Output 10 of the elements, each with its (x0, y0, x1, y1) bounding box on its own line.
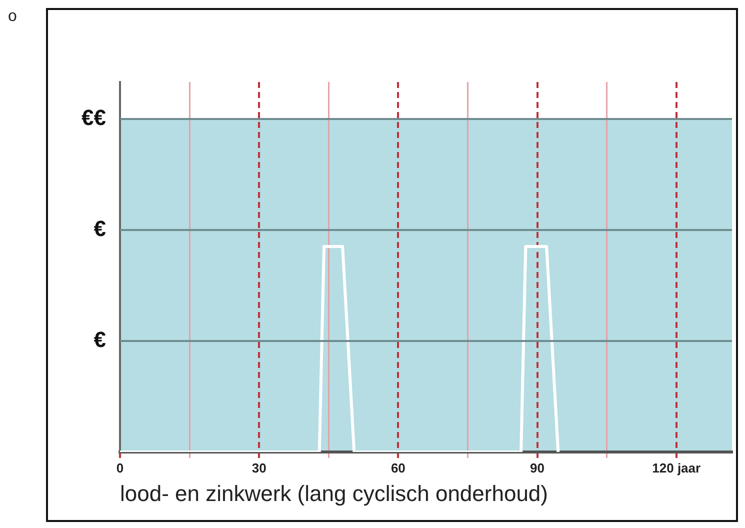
ref-line-label: € (94, 327, 106, 352)
x-tick-label: 120 jaar (652, 460, 701, 476)
text: o (8, 8, 17, 26)
x-axis-title: lood- en zinkwerk (lang cyclisch onderhoud) (120, 480, 548, 506)
ref-line-label: € (94, 216, 106, 242)
ref-line-label: €€ (82, 105, 106, 130)
x-tick-label: 60 (390, 460, 406, 476)
x-tick-label: 0 (116, 460, 124, 476)
x-tick-label: 30 (252, 460, 266, 476)
x-tick-label: 90 (530, 460, 545, 476)
